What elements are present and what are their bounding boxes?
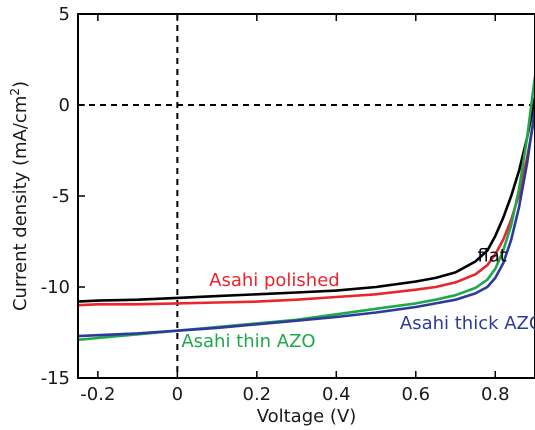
y-tick-label: -15 (41, 368, 70, 389)
series-label-asahi-thick-azo: Asahi thick AZO (400, 313, 535, 334)
series-line-flat (78, 97, 535, 303)
y-axis-label-main: Current density (mA/cm (10, 96, 31, 311)
y-tick-label: -10 (41, 277, 70, 298)
series-label-asahi-thin-azo: Asahi thin AZO (181, 331, 315, 352)
y-axis-label-superscript: 2 (8, 88, 22, 96)
reference-lines (78, 14, 535, 378)
x-axis-label: Voltage (V) (257, 406, 357, 427)
series-label-flat: flat (477, 246, 506, 267)
series-annotations: flat Asahi polished Asahi thin AZO Asahi th… (181, 246, 535, 353)
x-tick-label: 0.4 (322, 384, 351, 405)
y-tick-label: 0 (59, 95, 70, 116)
x-tick-label: -0.2 (80, 384, 115, 405)
y-tick-label: 5 (59, 4, 70, 25)
x-tick-label: 0.2 (243, 384, 272, 405)
y-axis-label-tail: ) (10, 81, 31, 88)
x-axis-ticks: -0.2 0 0.2 0.4 0.6 0.8 (80, 14, 510, 405)
series-line-asahi-thick-azo (78, 108, 535, 338)
series-line-asahi-polished (78, 113, 535, 307)
series-layer (78, 75, 535, 342)
x-tick-label: 0.8 (481, 384, 510, 405)
x-tick-label: 0 (172, 384, 183, 405)
y-axis-ticks: -15 -10 -5 0 5 (41, 4, 85, 389)
y-tick-label: -5 (52, 186, 70, 207)
series-label-asahi-polished: Asahi polished (209, 270, 340, 291)
y-axis-label: Current density (mA/cm2) (8, 81, 31, 311)
x-tick-label: 0.6 (401, 384, 430, 405)
